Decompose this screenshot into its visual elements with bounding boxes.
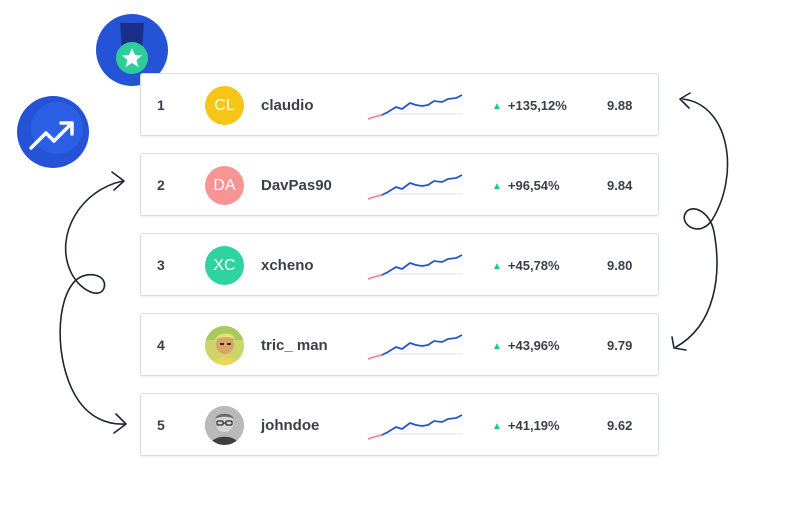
arrow-up-icon: ▲ [492, 101, 502, 112]
rank: 2 [157, 177, 165, 193]
avatar-initials: DA [213, 177, 236, 194]
score: 9.62 [607, 418, 633, 433]
sparkline-chart [367, 414, 463, 440]
rank: 4 [157, 337, 165, 353]
table-row[interactable]: 1 CL claudio ▲ +135,12% 9.88 [140, 73, 659, 136]
username: claudio [261, 97, 314, 114]
avatar-initials: XC [213, 257, 236, 274]
table-row[interactable]: 3 XC xcheno ▲ +45,78% 9.80 [140, 233, 659, 296]
arrow-up-icon: ▲ [492, 181, 502, 192]
change-value: +43,96% [507, 338, 560, 353]
avatar: XC [205, 246, 244, 285]
username: DavPas90 [261, 177, 332, 194]
arrow-up-icon: ▲ [492, 261, 502, 272]
trending-up-icon [17, 96, 89, 168]
avatar-photo [205, 326, 244, 365]
score: 9.80 [607, 258, 633, 273]
change-percent: ▲ +135,12% [492, 74, 567, 137]
avatar: DA [205, 166, 244, 205]
change-percent: ▲ +96,54% [492, 154, 560, 217]
score: 9.88 [607, 98, 633, 113]
rank: 1 [157, 97, 165, 113]
avatar-photo [205, 406, 244, 445]
trend-badge [17, 96, 89, 173]
change-percent: ▲ +43,96% [492, 314, 560, 377]
medal-star-icon [96, 14, 168, 86]
rank: 3 [157, 257, 165, 273]
sparkline-chart [367, 334, 463, 360]
change-percent: ▲ +45,78% [492, 234, 560, 297]
username: tric_ man [261, 337, 328, 354]
avatar: CL [205, 86, 244, 125]
table-row[interactable]: 2 DA DavPas90 ▲ +96,54% 9.84 [140, 153, 659, 216]
sparkline-chart [367, 254, 463, 280]
change-value: +96,54% [507, 178, 560, 193]
table-row[interactable]: 4 tric_ man ▲ +43,96% 9.79 [140, 313, 659, 376]
avatar-initials: CL [214, 97, 235, 114]
change-value: +135,12% [507, 98, 567, 113]
user-photo-icon [205, 406, 244, 445]
change-value: +41,19% [507, 418, 560, 433]
user-photo-icon [205, 326, 244, 365]
change-percent: ▲ +41,19% [492, 394, 560, 457]
sparkline-chart [367, 94, 463, 120]
username: xcheno [261, 257, 314, 274]
medal-badge [96, 14, 168, 91]
arrow-up-icon: ▲ [492, 341, 502, 352]
sparkline-chart [367, 174, 463, 200]
score: 9.79 [607, 338, 633, 353]
arrow-up-icon: ▲ [492, 421, 502, 432]
rank: 5 [157, 417, 165, 433]
table-row[interactable]: 5 johndoe ▲ +41,19% 9.62 [140, 393, 659, 456]
score: 9.84 [607, 178, 633, 193]
username: johndoe [261, 417, 320, 434]
change-value: +45,78% [507, 258, 560, 273]
